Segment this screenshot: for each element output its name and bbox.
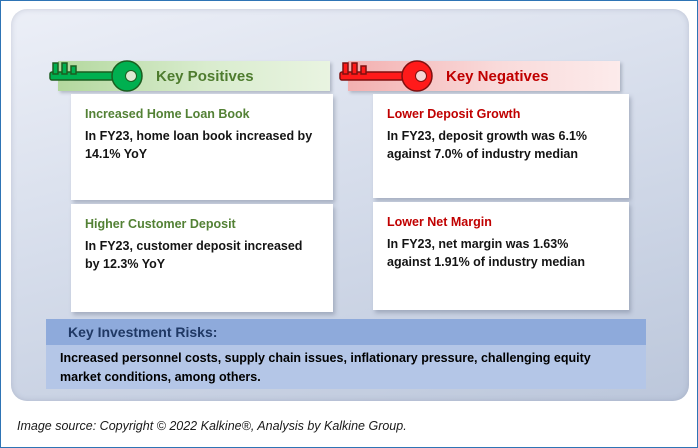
card-body: In FY23, customer deposit increased by 1… [85,239,303,272]
risk-body-band: Increased personnel costs, supply chain … [46,345,646,389]
risk-header-label: Key Investment Risks: [68,324,218,340]
card-title: Lower Deposit Growth [387,107,521,121]
card-body: In FY23, net margin was 1.63% against 1.… [387,237,585,270]
red-key-icon [339,60,433,92]
negative-card-deposit-growth: Lower Deposit Growth In FY23, deposit gr… [373,94,629,198]
risk-body-text: Increased personnel costs, supply chain … [60,351,591,384]
green-key-icon [49,60,143,92]
positive-card-customer-deposit: Higher Customer Deposit In FY23, custome… [71,204,333,312]
risk-header-band: Key Investment Risks: [46,319,646,345]
card-body: In FY23, home loan book increased by 14.… [85,129,313,162]
image-source-caption: Image source: Copyright © 2022 Kalkine®,… [17,419,407,433]
positive-card-home-loan: Increased Home Loan Book In FY23, home l… [71,94,333,200]
key-positives-label: Key Positives [156,67,254,85]
negative-card-net-margin: Lower Net Margin In FY23, net margin was… [373,202,629,310]
card-title: Lower Net Margin [387,215,492,229]
card-title: Higher Customer Deposit [85,217,236,231]
card-title: Increased Home Loan Book [85,107,250,121]
key-negatives-label: Key Negatives [446,67,549,85]
card-body: In FY23, deposit growth was 6.1% against… [387,129,588,162]
